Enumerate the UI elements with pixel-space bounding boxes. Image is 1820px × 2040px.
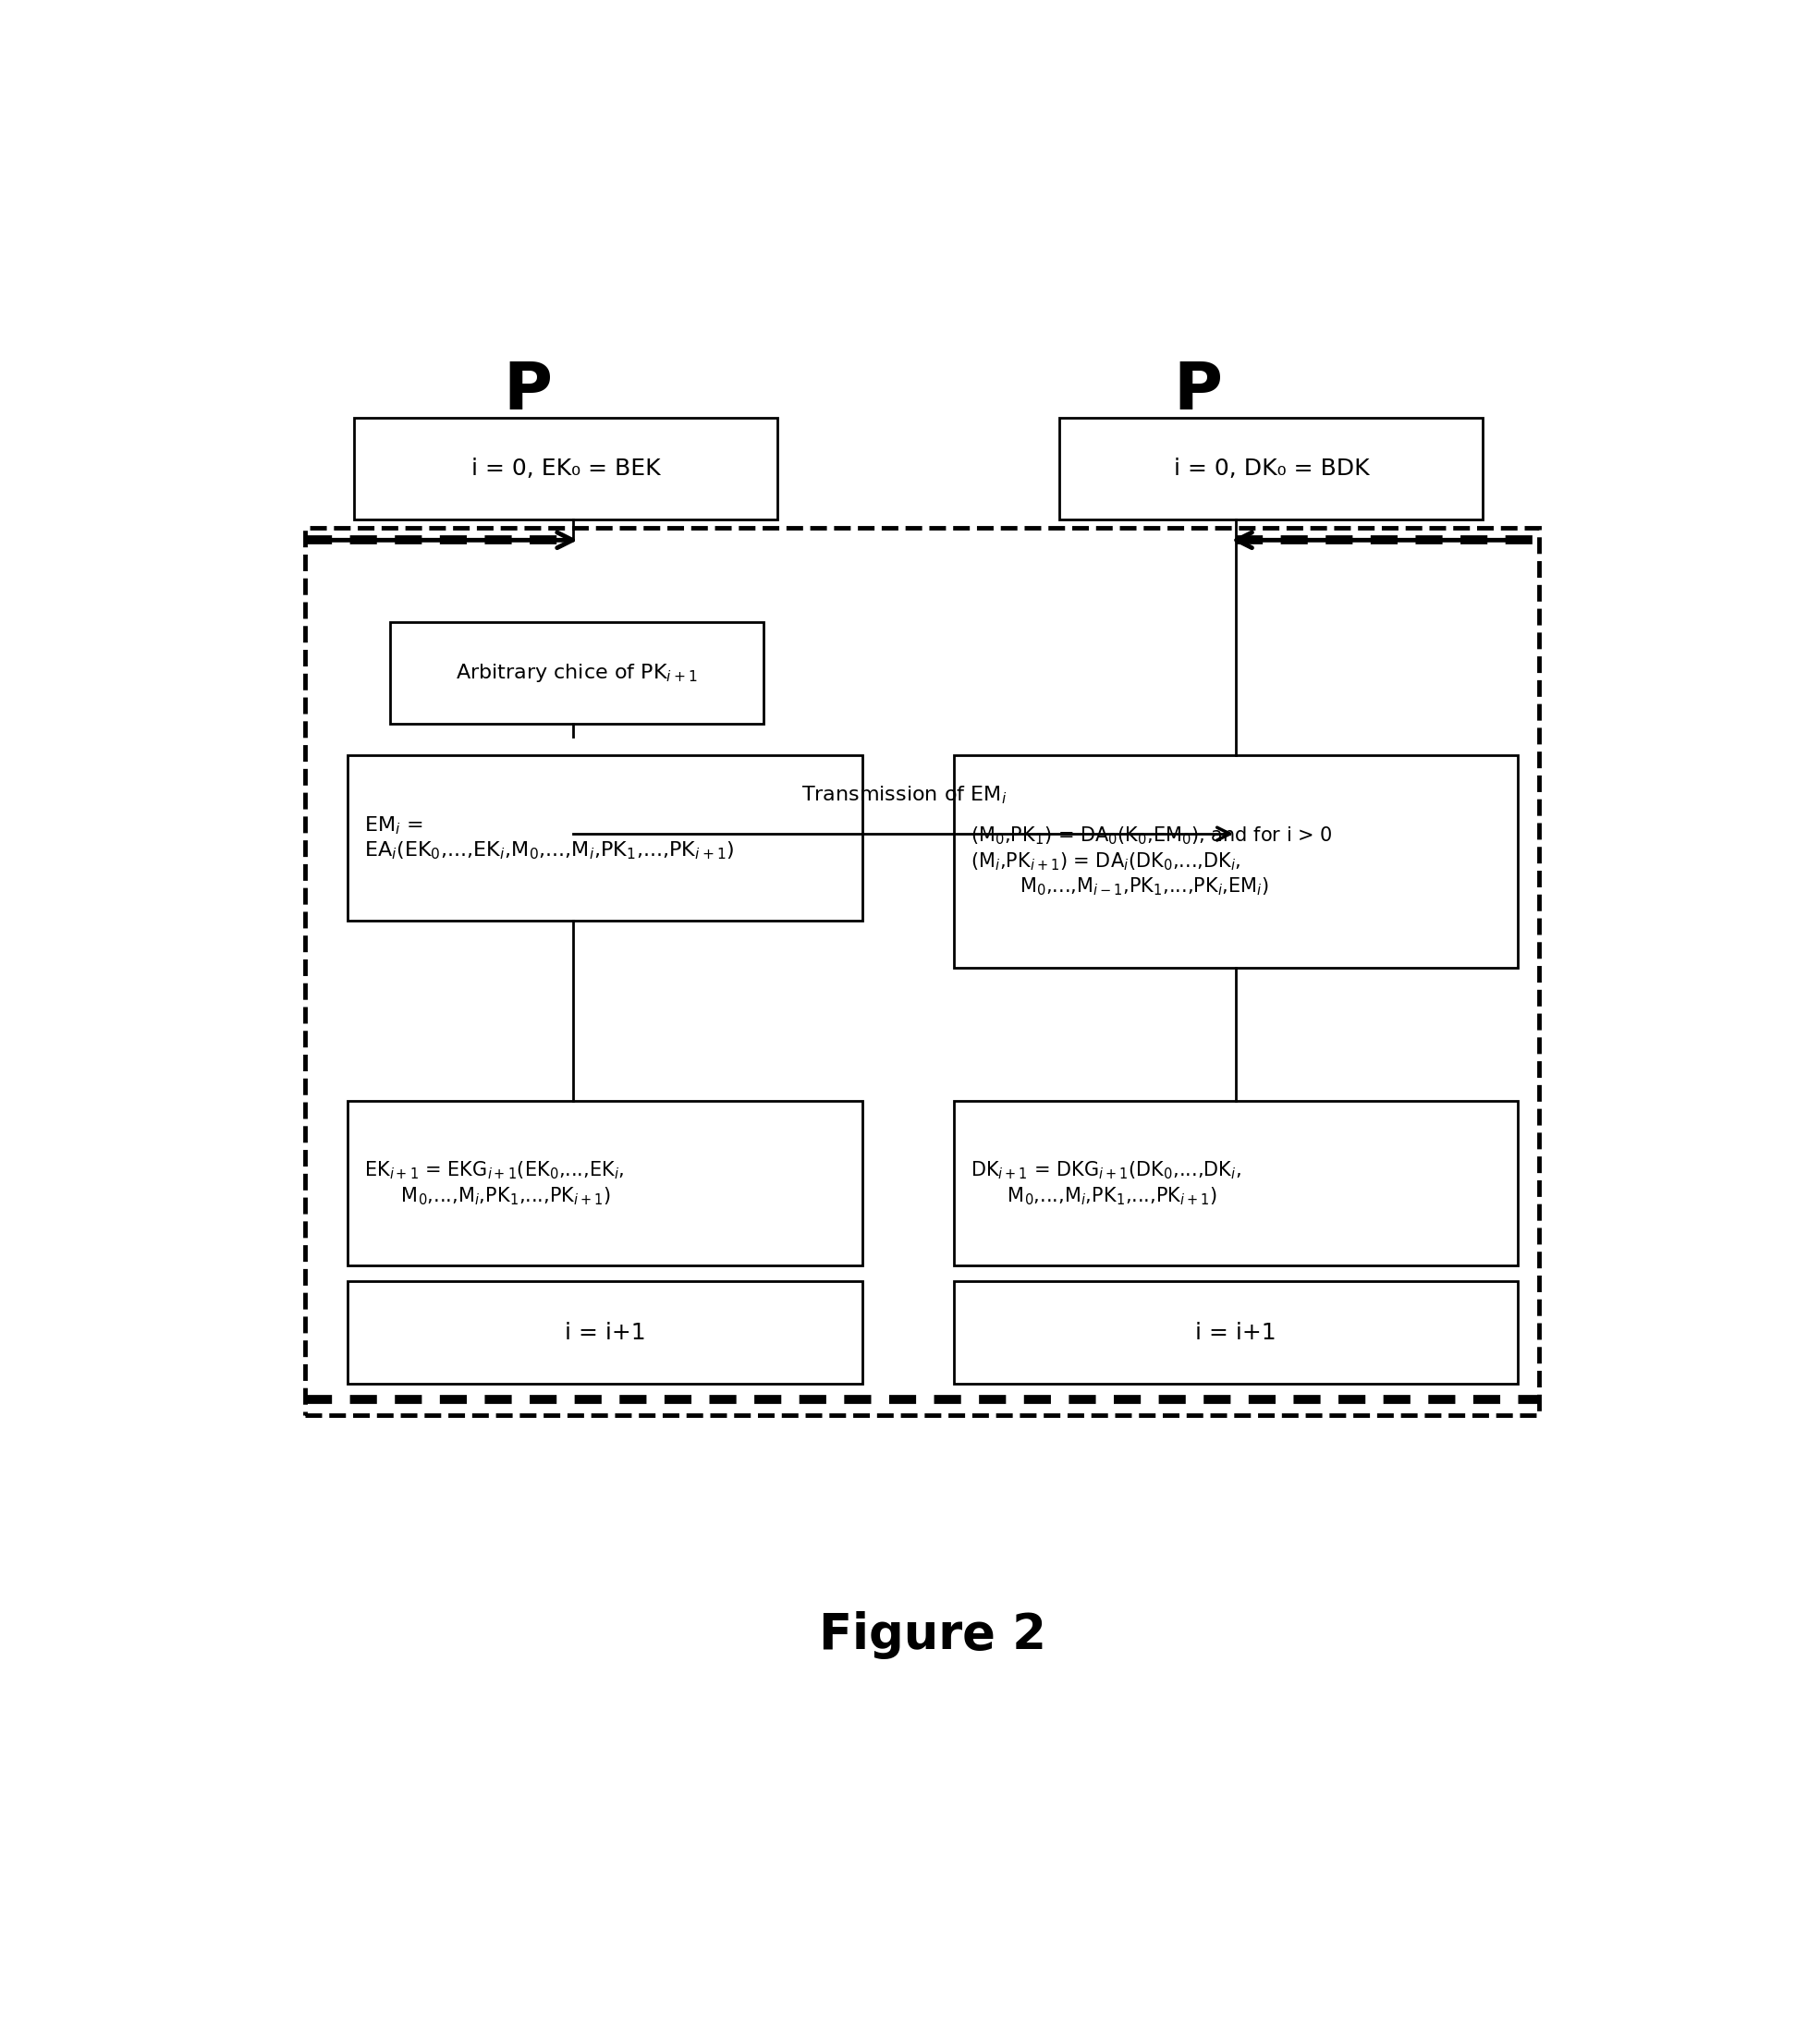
- Text: Figure 2: Figure 2: [819, 1612, 1046, 1659]
- Text: 2: 2: [1250, 449, 1281, 490]
- FancyBboxPatch shape: [954, 1102, 1518, 1265]
- FancyBboxPatch shape: [348, 755, 863, 920]
- Text: 1: 1: [581, 449, 610, 490]
- FancyBboxPatch shape: [1059, 418, 1483, 520]
- Text: P: P: [1172, 359, 1221, 424]
- Text: i = 0, EK₀ = BEK: i = 0, EK₀ = BEK: [471, 457, 661, 479]
- FancyBboxPatch shape: [954, 1281, 1518, 1383]
- Text: EM$_i$ =
EA$_i$(EK$_0$,...,EK$_i$,M$_0$,...,M$_i$,PK$_1$,...,PK$_{i+1}$): EM$_i$ = EA$_i$(EK$_0$,...,EK$_i$,M$_0$,…: [364, 814, 735, 861]
- FancyBboxPatch shape: [348, 1281, 863, 1383]
- Text: Transmission of EM$_i$: Transmission of EM$_i$: [803, 783, 1006, 806]
- Text: i = 0, DK₀ = BDK: i = 0, DK₀ = BDK: [1174, 457, 1369, 479]
- Text: EK$_{i+1}$ = EKG$_{i+1}$(EK$_0$,...,EK$_i$,
      M$_0$,...,M$_i$,PK$_1$,...,PK$: EK$_{i+1}$ = EKG$_{i+1}$(EK$_0$,...,EK$_…: [364, 1161, 624, 1208]
- FancyBboxPatch shape: [355, 418, 777, 520]
- FancyBboxPatch shape: [348, 1102, 863, 1265]
- Text: i = i+1: i = i+1: [564, 1322, 646, 1344]
- Text: Arbitrary chice of PK$_{i+1}$: Arbitrary chice of PK$_{i+1}$: [455, 661, 697, 683]
- FancyBboxPatch shape: [389, 622, 764, 724]
- Text: (M$_0$,PK$_1$) = DA$_0$(K$_0$,EM$_0$), and for i > 0
(M$_i$,PK$_{i+1}$) = DA$_i$: (M$_0$,PK$_1$) = DA$_0$(K$_0$,EM$_0$), a…: [970, 826, 1332, 898]
- Text: P: P: [502, 359, 551, 424]
- Text: i = i+1: i = i+1: [1196, 1322, 1276, 1344]
- Text: DK$_{i+1}$ = DKG$_{i+1}$(DK$_0$,...,DK$_i$,
      M$_0$,...,M$_i$,PK$_1$,...,PK$: DK$_{i+1}$ = DKG$_{i+1}$(DK$_0$,...,DK$_…: [970, 1161, 1241, 1208]
- FancyBboxPatch shape: [954, 755, 1518, 967]
